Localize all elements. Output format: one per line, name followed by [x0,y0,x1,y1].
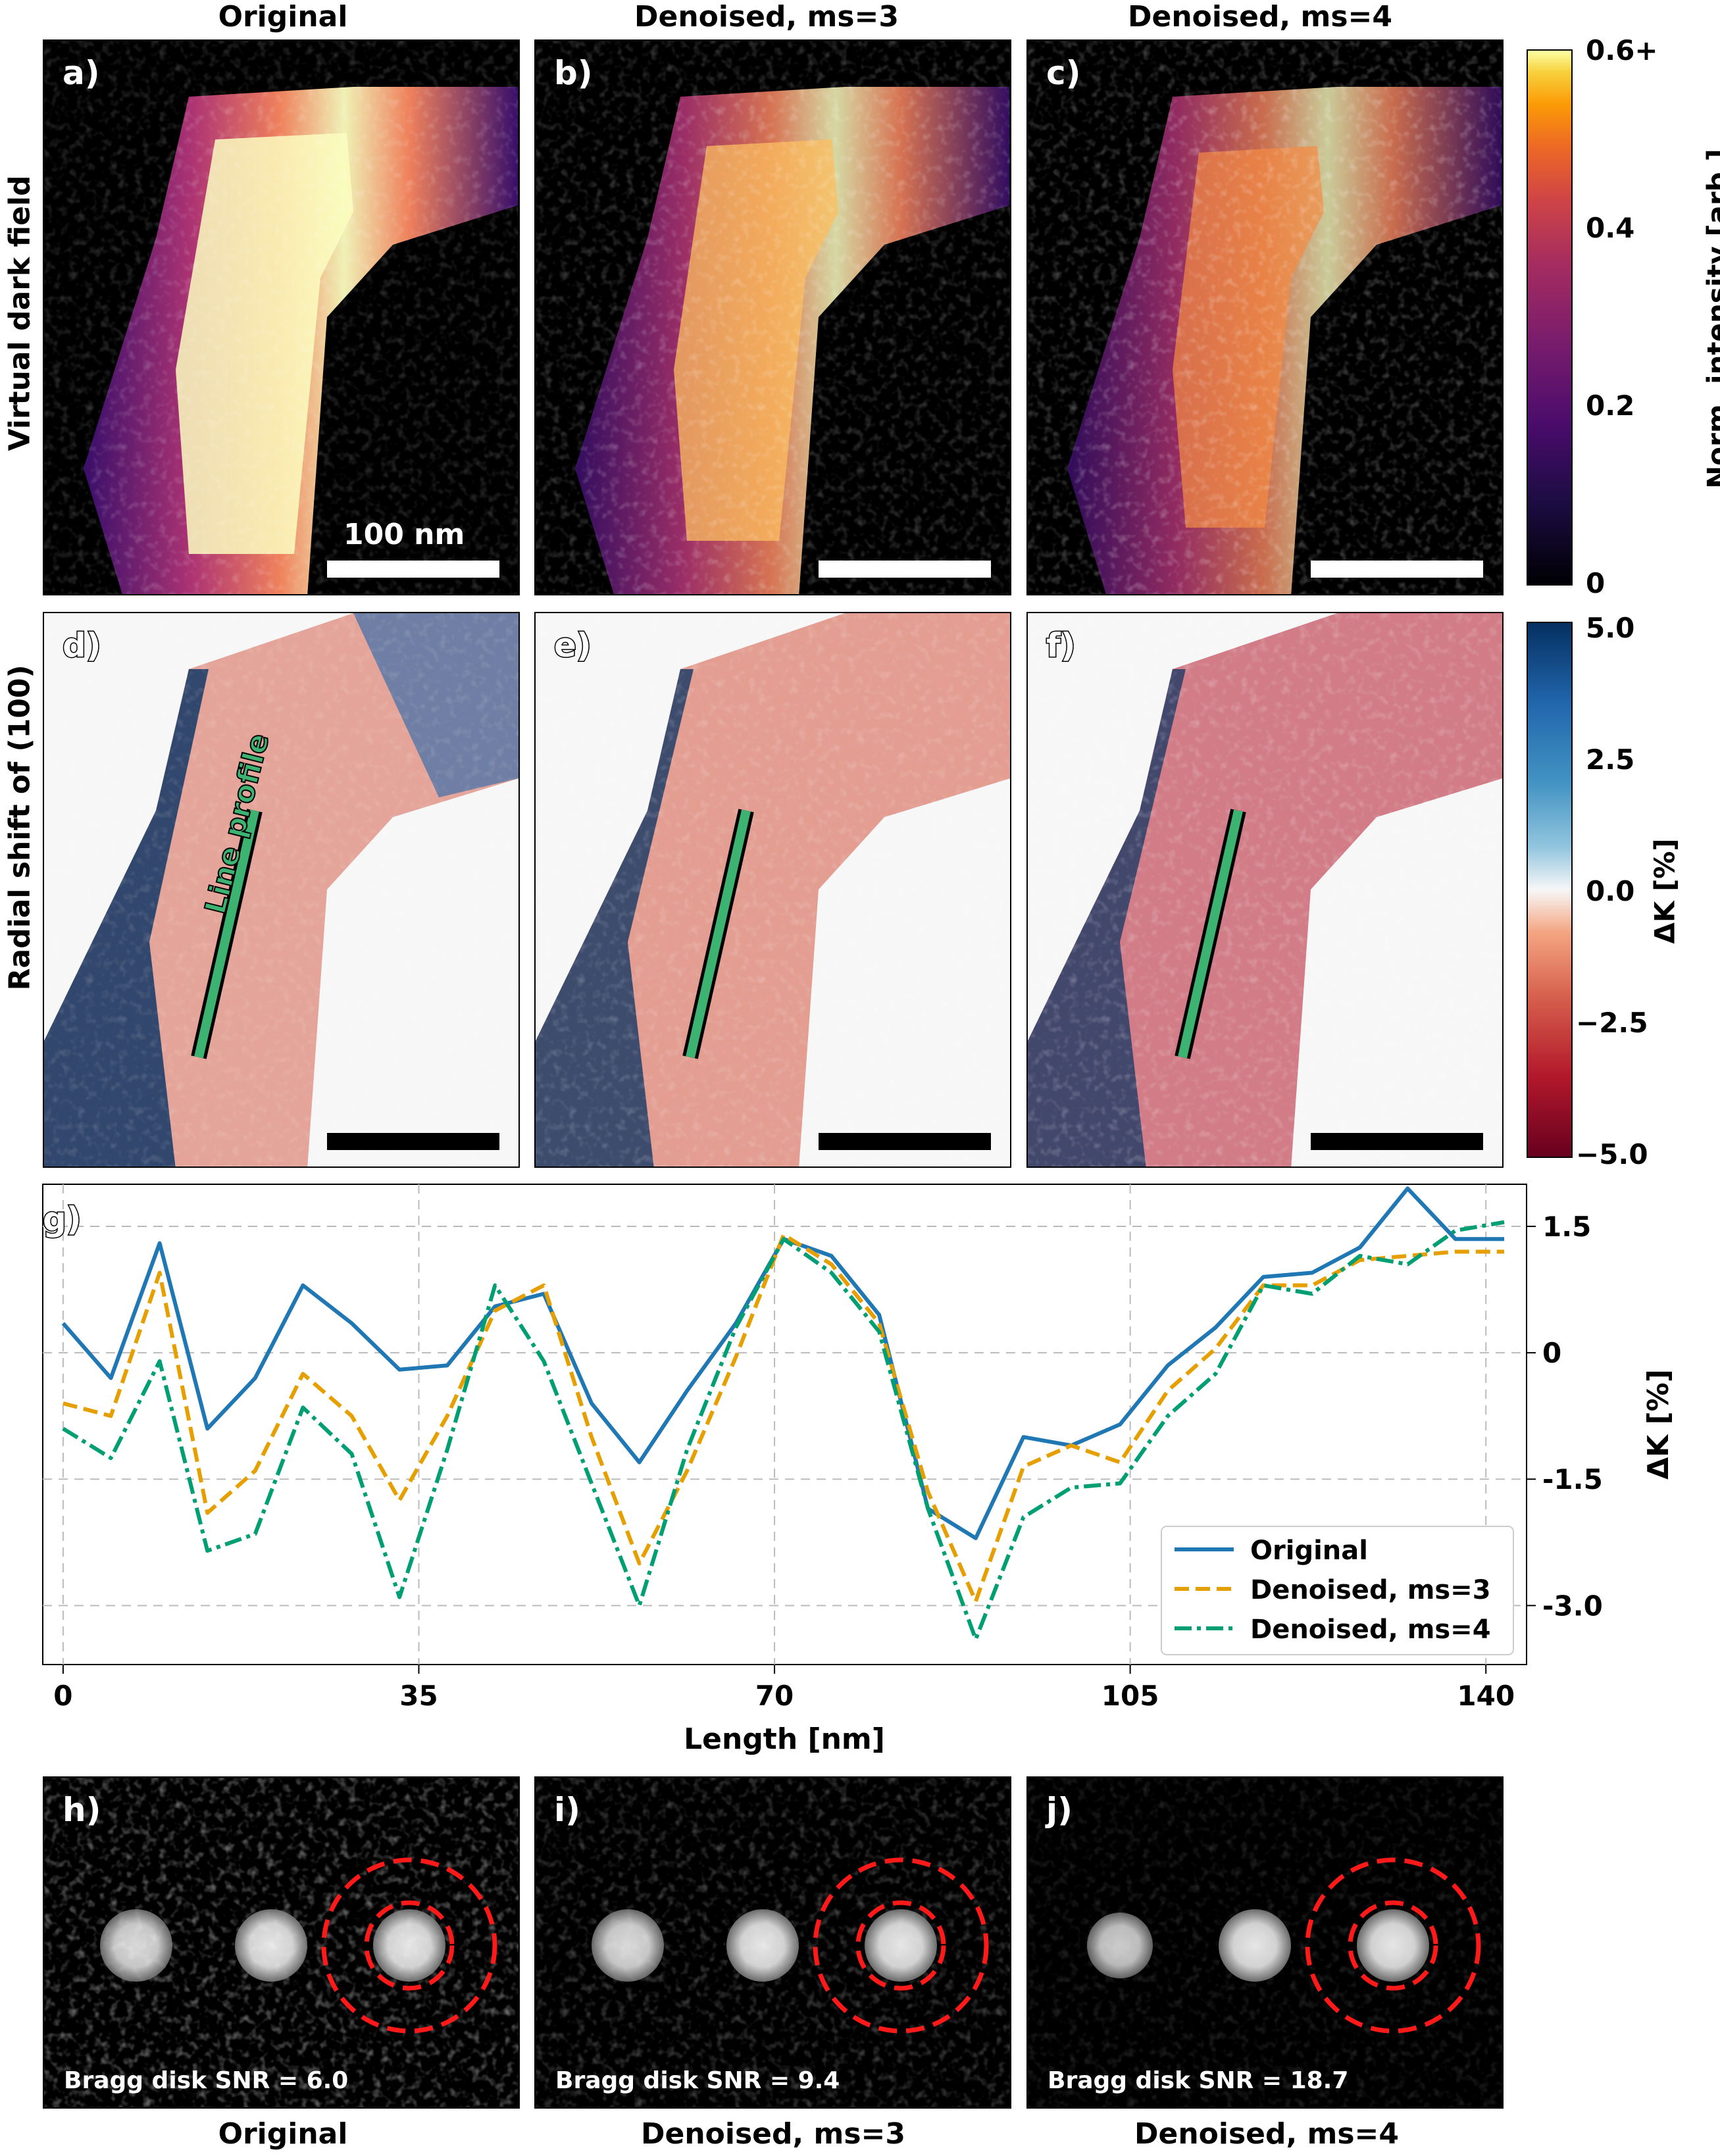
diffraction-image-ms3 [536,1778,1010,2107]
panel-label-h: h) [63,1791,101,1829]
legend-label-original: Original [1250,1536,1368,1566]
inner-ring [855,1900,946,1991]
shift-panel-ms4: f) [1026,612,1504,1168]
colorbar-shift [1527,622,1573,1158]
y-tick-label: -3.0 [1542,1590,1603,1622]
column-title-ms4: Denoised, ms=4 [1127,0,1393,34]
line-profile-marker [682,809,754,1059]
scalebar [327,561,499,578]
snr-text-original: Bragg disk SNR = 6.0 [64,2067,349,2094]
colorbar-vdf [1527,49,1573,586]
colorbar-vdf-label: Norm. intensity [arb.] [1701,149,1720,489]
shift-image-ms3 [536,613,1010,1166]
y-tick-label: 0 [1542,1337,1561,1369]
scalebar [327,1133,499,1150]
colorbar-vdf-tick: 0.2 [1586,389,1635,422]
y-axis-label: ΔK [%] [1642,1369,1675,1480]
inner-ring [364,1900,455,1991]
colorbar-vdf-tick: 0.4 [1586,212,1635,244]
panel-label-i: i) [554,1791,580,1829]
snr-text-ms3: Bragg disk SNR = 9.4 [555,2067,840,2094]
x-ticks: 0 35 70 105 140 [53,1665,1515,1712]
scalebar [1311,1133,1483,1150]
series-ms4 [62,1220,1505,1642]
vdf-image-ms3 [536,41,1010,594]
line-profile-marker [1175,809,1246,1059]
legend-label-ms4: Denoised, ms=4 [1250,1615,1491,1645]
x-tick-label: 35 [399,1680,438,1712]
vdf-panel-ms3: b) [534,39,1011,595]
bottom-title-ms3: Denoised, ms=3 [640,2117,906,2151]
colorbar-vdf-tick: 0.6+ [1586,34,1658,66]
bottom-title-original: Original [218,2117,348,2151]
row-title-shift: Radial shift of (100) [3,664,37,991]
panel-label-a: a) [63,54,100,92]
scalebar-label: 100 nm [343,518,465,551]
bottom-title-ms4: Denoised, ms=4 [1134,2117,1400,2151]
x-axis-label: Length [nm] [684,1722,885,1756]
panel-label-b: b) [554,54,593,92]
vdf-image-original [44,41,519,594]
column-title-original: Original [218,0,348,34]
legend: Original Denoised, ms=3 Denoised, ms=4 [1161,1526,1514,1655]
outer-ring [1305,1857,1481,2034]
vdf-image-ms4 [1028,41,1502,594]
series-group [61,1186,1505,1642]
diffraction-image-original [44,1778,519,2107]
scalebar [1311,561,1483,578]
colorbar-shift-tick: 5.0 [1586,612,1635,644]
diffraction-image-ms4 [1028,1778,1502,2107]
y-tick-label: 1.5 [1542,1211,1591,1243]
panel-label-c: c) [1046,54,1081,92]
y-ticks: 1.5 0 -1.5 -3.0 [1527,1211,1603,1622]
series-ms3 [63,1232,1505,1603]
y-tick-label: -1.5 [1542,1463,1603,1495]
colorbar-shift-label: ΔK [%] [1648,838,1681,944]
line-profile-line [194,809,259,1059]
outer-ring [813,1857,989,2034]
inner-ring [1348,1900,1438,1991]
panel-label-e: e) [553,626,593,666]
panel-label-f: f) [1046,626,1077,666]
scalebar [819,1133,991,1150]
line-profile-marker [191,809,263,1059]
shift-image-original [44,613,519,1166]
x-tick-label: 0 [53,1680,72,1712]
legend-label-ms3: Denoised, ms=3 [1250,1575,1491,1605]
panel-label-j: j) [1046,1791,1073,1829]
shift-panel-original: d) Line profile [43,612,520,1168]
row-title-vdf: Virtual dark field [3,175,37,451]
colorbar-shift-tick: 0.0 [1586,875,1635,907]
colorbar-vdf-tick: 0 [1586,567,1606,599]
outer-ring [321,1857,497,2034]
column-title-ms3: Denoised, ms=3 [634,0,899,34]
shift-image-ms4 [1028,613,1502,1166]
diffraction-panel-ms4: j) Bragg disk SNR = 18.7 [1026,1776,1504,2109]
x-tick-label: 140 [1457,1680,1515,1712]
panel-label-d: d) [62,626,103,666]
shift-panel-ms3: e) [534,612,1011,1168]
vdf-panel-ms4: c) [1026,39,1504,595]
scalebar [819,561,991,578]
colorbar-shift-tick: −2.5 [1576,1007,1648,1039]
diffraction-panel-original: h) Bragg disk SNR = 6.0 [43,1776,520,2109]
x-tick-label: 70 [755,1680,794,1712]
snr-text-ms4: Bragg disk SNR = 18.7 [1048,2067,1349,2094]
panel-label-g: g) [43,1200,82,1238]
legend-box [1161,1526,1514,1655]
diffraction-panel-ms3: i) Bragg disk SNR = 9.4 [534,1776,1011,2109]
colorbar-shift-tick: 2.5 [1586,743,1635,776]
x-tick-label: 105 [1101,1680,1159,1712]
vdf-panel-original: a) 100 nm [43,39,520,595]
colorbar-shift-tick: −5.0 [1576,1138,1648,1170]
line-chart: 0 35 70 105 140 1.50-1.5-3.0 g) Length [nm] … [42,1184,1675,1756]
